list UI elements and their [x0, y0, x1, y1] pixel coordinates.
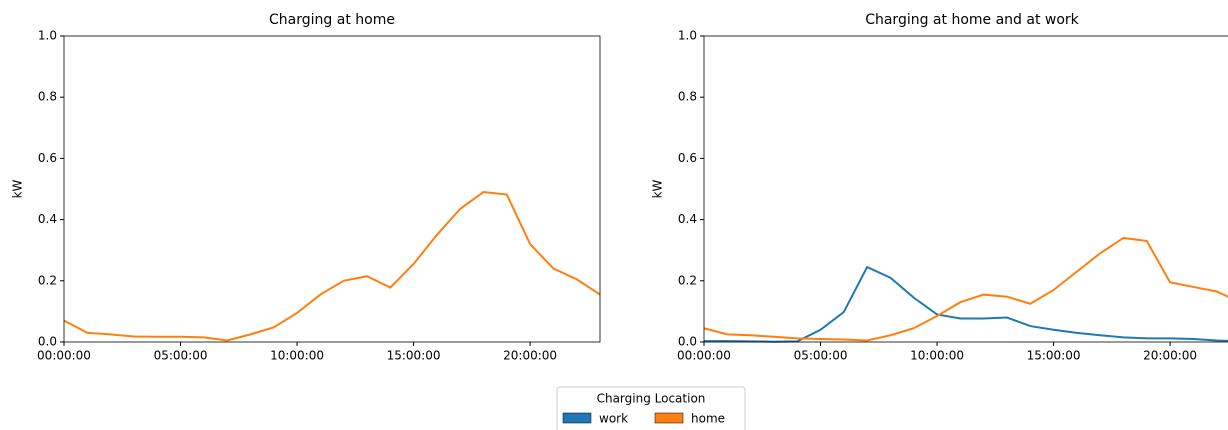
x-tick-label: 10:00:00 [270, 349, 324, 363]
y-tick-label: 1.0 [38, 29, 57, 43]
chart-title: Charging at home [269, 12, 395, 28]
x-tick-label: 00:00:00 [37, 349, 91, 363]
y-tick-label: 0.6 [678, 151, 697, 165]
y-tick-label: 0.8 [38, 90, 57, 104]
y-tick-label: 0.2 [38, 273, 57, 287]
x-tick-label: 20:00:00 [1143, 349, 1197, 363]
legend-swatch [654, 412, 684, 424]
legend-label: home [691, 412, 725, 426]
y-axis-label: kW [651, 179, 665, 198]
y-tick-label: 0.6 [38, 151, 57, 165]
y-tick-label: 0.0 [678, 335, 697, 349]
x-tick-label: 05:00:00 [154, 349, 208, 363]
x-tick-label: 15:00:00 [1027, 349, 1081, 363]
y-tick-label: 0.0 [38, 335, 57, 349]
y-tick-label: 0.8 [678, 90, 697, 104]
plot-frame [63, 35, 601, 343]
x-tick-label: 10:00:00 [910, 349, 964, 363]
x-tick-label: 15:00:00 [387, 349, 441, 363]
legend-label: work [599, 412, 628, 426]
legend-box [556, 386, 746, 430]
y-tick-label: 0.4 [38, 212, 57, 226]
line [63, 191, 601, 342]
y-tick-label: 0.2 [678, 273, 697, 287]
legend-swatch [562, 412, 592, 424]
legend-title: Charging Location [597, 392, 706, 406]
line [704, 265, 1228, 343]
y-tick-label: 1.0 [678, 29, 697, 43]
y-axis-label: kW [11, 179, 25, 198]
y-tick-label: 0.4 [678, 212, 697, 226]
x-tick-label: 00:00:00 [677, 349, 731, 363]
plot-frame [703, 35, 1228, 343]
x-tick-label: 05:00:00 [794, 349, 848, 363]
chart-title: Charging at home and at work [865, 12, 1079, 28]
line [703, 236, 1228, 342]
x-tick-label: 20:00:00 [503, 349, 557, 363]
